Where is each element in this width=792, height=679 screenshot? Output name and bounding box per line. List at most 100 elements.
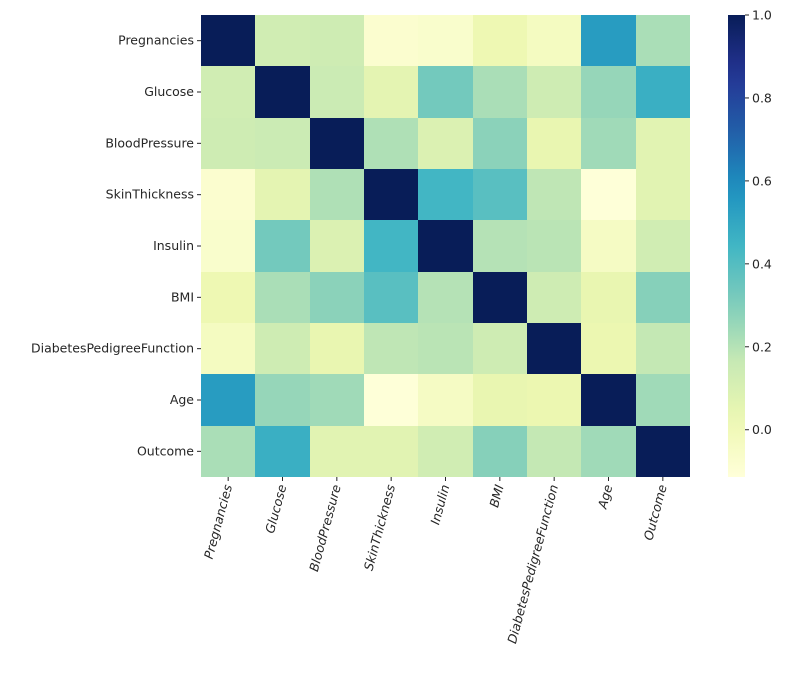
cell-Glucose-DiabetesPedigreeFunction [527,66,581,118]
cell-BloodPressure-SkinThickness [364,118,418,169]
cell-Outcome-BloodPressure [310,426,364,477]
x-axis: Pregnancies Glucose BloodPressure SkinThick… [201,477,670,645]
cell-Outcome-BMI [473,426,527,477]
cell-DiabetesPedigreeFunction-DiabetesPedigreeFunction [527,323,581,374]
colorbar-tick-label: 0.6 [752,173,772,188]
cell-BMI-Pregnancies [201,272,255,323]
colorbar-tick-label: 0.8 [752,90,772,105]
cell-Insulin-Outcome [636,220,690,272]
colorbar: 0.0 0.2 0.4 0.6 0.8 1.0 [728,8,772,477]
y-tick-label: Pregnancies [118,33,194,48]
cell-BloodPressure-Insulin [418,118,473,169]
cell-SkinThickness-BMI [473,169,527,220]
cell-Insulin-Glucose [255,220,310,272]
y-tick-label: BloodPressure [105,135,194,150]
cell-DiabetesPedigreeFunction-Insulin [418,323,473,374]
x-tick-label: BMI [486,483,507,509]
cell-BloodPressure-Age [581,118,636,169]
cell-SkinThickness-Insulin [418,169,473,220]
x-tick-label: Outcome [640,483,669,542]
y-tick-label: Outcome [137,443,194,458]
cell-Glucose-Insulin [418,66,473,118]
y-tick-label: Glucose [144,84,194,99]
cell-Pregnancies-Outcome [636,15,690,66]
cell-Pregnancies-BloodPressure [310,15,364,66]
cell-Pregnancies-BMI [473,15,527,66]
cell-Outcome-Pregnancies [201,426,255,477]
cell-Glucose-Age [581,66,636,118]
cell-BMI-SkinThickness [364,272,418,323]
y-tick-label: Insulin [153,238,194,253]
colorbar-tick-label: 0.4 [752,256,772,271]
cell-BloodPressure-Glucose [255,118,310,169]
cell-DiabetesPedigreeFunction-BMI [473,323,527,374]
cell-Outcome-Age [581,426,636,477]
cell-Age-Glucose [255,374,310,426]
cell-Glucose-Glucose [255,66,310,118]
cell-BloodPressure-DiabetesPedigreeFunction [527,118,581,169]
cell-DiabetesPedigreeFunction-Glucose [255,323,310,374]
cell-BMI-Insulin [418,272,473,323]
cell-SkinThickness-BloodPressure [310,169,364,220]
cell-BMI-Glucose [255,272,310,323]
cell-Age-Insulin [418,374,473,426]
cell-BloodPressure-BMI [473,118,527,169]
colorbar-tick-label: 1.0 [752,8,772,23]
cell-Outcome-Glucose [255,426,310,477]
cell-BMI-DiabetesPedigreeFunction [527,272,581,323]
y-tick-label: BMI [171,289,194,304]
cell-Age-Pregnancies [201,374,255,426]
cell-SkinThickness-Outcome [636,169,690,220]
cell-SkinThickness-Pregnancies [201,169,255,220]
cell-DiabetesPedigreeFunction-Outcome [636,323,690,374]
cell-SkinThickness-SkinThickness [364,169,418,220]
cell-DiabetesPedigreeFunction-BloodPressure [310,323,364,374]
cell-Age-BMI [473,374,527,426]
cell-Insulin-DiabetesPedigreeFunction [527,220,581,272]
cell-BloodPressure-BloodPressure [310,118,364,169]
colorbar-tick-label: 0.0 [752,422,772,437]
x-tick-label: Pregnancies [201,482,235,560]
y-tick-label: Age [170,392,194,407]
cell-BloodPressure-Pregnancies [201,118,255,169]
cell-DiabetesPedigreeFunction-SkinThickness [364,323,418,374]
cell-Insulin-Insulin [418,220,473,272]
x-tick-label: BloodPressure [306,483,344,574]
cell-Age-SkinThickness [364,374,418,426]
cell-BMI-BloodPressure [310,272,364,323]
cell-Insulin-BloodPressure [310,220,364,272]
colorbar-tick-label: 0.2 [752,339,772,354]
x-tick-label: Age [594,483,615,511]
cell-Pregnancies-SkinThickness [364,15,418,66]
heatmap-cells [201,15,690,477]
cell-Insulin-Pregnancies [201,220,255,272]
x-tick-label: DiabetesPedigreeFunction [504,483,561,645]
cell-Age-Outcome [636,374,690,426]
cell-Insulin-Age [581,220,636,272]
cell-Glucose-SkinThickness [364,66,418,118]
cell-Outcome-Insulin [418,426,473,477]
cell-Outcome-SkinThickness [364,426,418,477]
cell-Outcome-Outcome [636,426,690,477]
cell-DiabetesPedigreeFunction-Age [581,323,636,374]
cell-SkinThickness-Glucose [255,169,310,220]
y-axis: Pregnancies Glucose BloodPressure SkinThick… [31,33,201,458]
cell-DiabetesPedigreeFunction-Pregnancies [201,323,255,374]
colorbar-gradient [728,15,745,477]
cell-Pregnancies-Insulin [418,15,473,66]
cell-Glucose-Pregnancies [201,66,255,118]
cell-SkinThickness-DiabetesPedigreeFunction [527,169,581,220]
cell-BMI-Age [581,272,636,323]
x-tick-label: Glucose [262,483,289,535]
cell-BMI-Outcome [636,272,690,323]
cell-Age-DiabetesPedigreeFunction [527,374,581,426]
cell-Pregnancies-Glucose [255,15,310,66]
cell-Age-BloodPressure [310,374,364,426]
cell-BloodPressure-Outcome [636,118,690,169]
cell-Insulin-BMI [473,220,527,272]
cell-SkinThickness-Age [581,169,636,220]
y-tick-label: SkinThickness [106,187,194,202]
cell-Pregnancies-Pregnancies [201,15,255,66]
cell-Outcome-DiabetesPedigreeFunction [527,426,581,477]
